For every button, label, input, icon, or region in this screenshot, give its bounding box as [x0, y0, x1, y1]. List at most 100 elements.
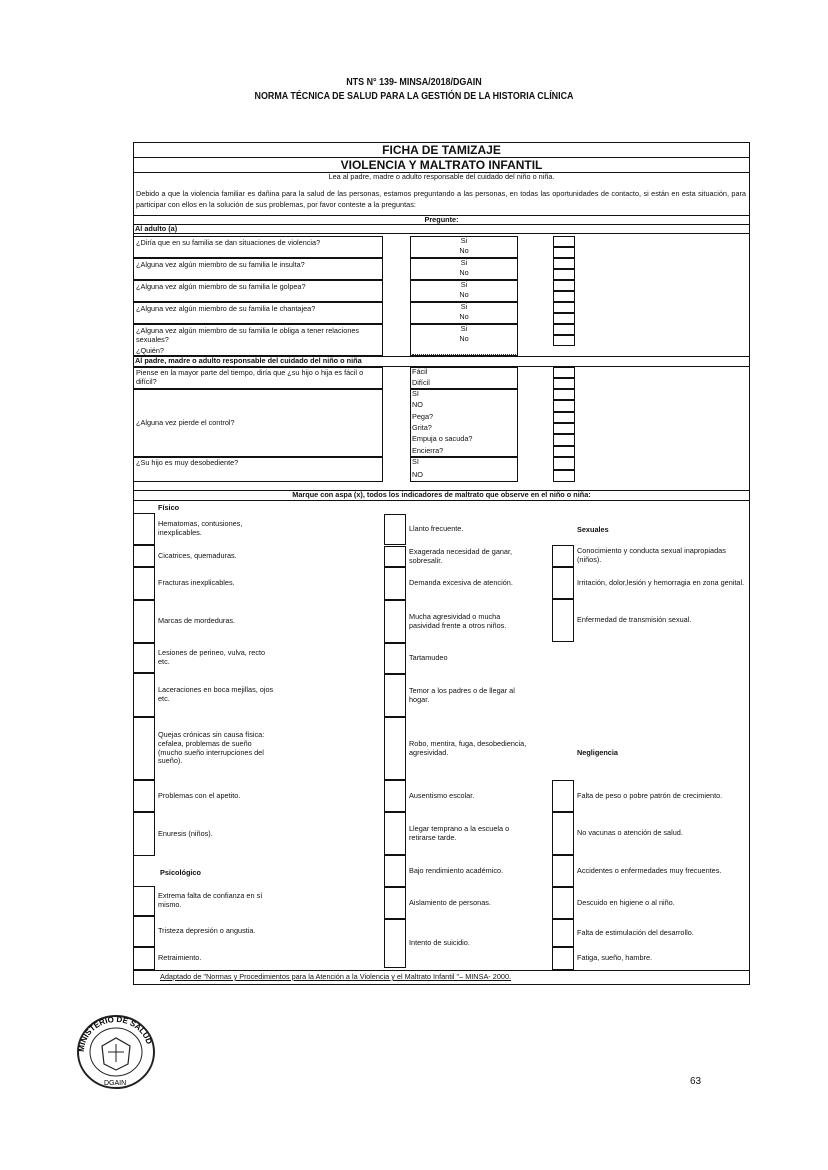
indicator-label: Mucha agresividad o mucha pasividad fren…: [409, 611, 507, 630]
indicator-label: Extrema falta de confianza en sí mismo.: [158, 891, 263, 909]
indicator-label: Ausentismo escolar.: [409, 790, 475, 800]
question-text: Piense en la mayor parte del tiempo, dir…: [136, 368, 364, 386]
ask-label: Pregunte:: [424, 215, 459, 224]
indicator-label: Descuido en higiene o al niño.: [577, 897, 675, 907]
indicator-label: Falta de estimulación del desarrollo.: [577, 927, 694, 937]
indicator-checkbox[interactable]: [133, 513, 155, 545]
answer-checkbox[interactable]: [553, 389, 575, 401]
question-cell: [133, 367, 383, 389]
indicator-checkbox[interactable]: [384, 919, 406, 968]
indicator-label: Quejas crónicas sin causa física: cefale…: [158, 730, 265, 766]
page-number: 63: [690, 1076, 702, 1087]
indicator-checkbox[interactable]: [133, 947, 155, 970]
answer-checkbox[interactable]: [553, 411, 575, 423]
answer-checkbox[interactable]: [553, 236, 575, 247]
answer-checkbox[interactable]: [553, 445, 575, 457]
indicator-checkbox[interactable]: [384, 600, 406, 643]
answer-cell: [410, 236, 518, 258]
who-input[interactable]: [412, 348, 516, 355]
indicator-checkbox[interactable]: [384, 812, 406, 855]
indicator-checkbox[interactable]: [384, 546, 406, 567]
answer-cell: [410, 324, 518, 356]
question-text: ¿Alguna vez algún miembro de su familia …: [136, 304, 316, 313]
indicator-label: Temor a los padres o de llegar al hogar.: [409, 685, 515, 704]
indicator-checkbox[interactable]: [133, 886, 155, 916]
indicator-label: Aislamiento de personas.: [409, 897, 491, 907]
indicator-checkbox[interactable]: [133, 673, 155, 717]
answer-cell: [410, 258, 518, 280]
answer-checkbox[interactable]: [553, 434, 575, 446]
answer-option: Si: [460, 258, 468, 267]
answer-checkbox[interactable]: [553, 469, 575, 482]
indicator-label: Hematomas, contusiones, inexplicables.: [158, 519, 243, 537]
ministry-seal-stamp: MINISTERIO DE SALUD DGAIN: [77, 1015, 155, 1089]
indicator-checkbox[interactable]: [384, 514, 406, 545]
indicator-checkbox[interactable]: [552, 812, 574, 855]
indicator-label: Accidentes o enfermedades muy frecuentes…: [577, 865, 722, 875]
question-cell: [133, 236, 383, 258]
question-text: ¿Su hijo es muy desobediente?: [136, 458, 239, 467]
answer-option: Difícil: [412, 378, 430, 387]
indicator-checkbox[interactable]: [384, 674, 406, 717]
indicator-checkbox[interactable]: [552, 855, 574, 887]
answer-checkbox[interactable]: [553, 313, 575, 324]
indicator-checkbox[interactable]: [384, 855, 406, 887]
answer-cell: [410, 457, 518, 482]
answer-option: Si: [460, 280, 468, 289]
indicator-label: Intento de suicidio.: [409, 938, 470, 948]
indicator-checkbox[interactable]: [552, 599, 574, 642]
indicator-checkbox[interactable]: [552, 947, 574, 970]
indicator-label: Lesiones de perineo, vulva, recto etc.: [158, 648, 266, 666]
question-cell: [133, 457, 383, 482]
indicator-checkbox[interactable]: [384, 780, 406, 812]
indicator-checkbox[interactable]: [552, 887, 574, 919]
label-psicologico: Psicológico: [160, 868, 201, 877]
question-text: ¿Alguna vez algún miembro de su familia …: [136, 260, 305, 269]
answer-option: SI: [412, 457, 419, 466]
answer-checkbox[interactable]: [553, 367, 575, 378]
answer-option: NO: [412, 400, 423, 410]
answer-option: Si: [460, 324, 468, 333]
indicator-checkbox[interactable]: [384, 643, 406, 674]
answer-checkbox[interactable]: [553, 302, 575, 313]
indicator-checkbox[interactable]: [133, 545, 155, 567]
answer-checkbox[interactable]: [553, 423, 575, 435]
indicator-checkbox[interactable]: [384, 567, 406, 600]
svg-text:MINISTERIO DE SALUD: MINISTERIO DE SALUD: [77, 1015, 154, 1052]
answer-checkbox[interactable]: [553, 324, 575, 335]
indicator-checkbox[interactable]: [133, 600, 155, 643]
indicator-label: Robo, mentira, fuga, desobediencia, agre…: [409, 738, 527, 757]
indicator-checkbox[interactable]: [552, 567, 574, 599]
answer-checkbox[interactable]: [553, 269, 575, 280]
answer-checkbox[interactable]: [553, 258, 575, 269]
answer-checkbox[interactable]: [553, 378, 575, 389]
indicator-checkbox[interactable]: [384, 717, 406, 780]
answer-checkbox[interactable]: [553, 335, 575, 346]
answer-option: No: [459, 290, 469, 299]
answer-checkbox[interactable]: [553, 400, 575, 412]
answer-checkbox[interactable]: [553, 291, 575, 302]
indicator-checkbox[interactable]: [133, 717, 155, 780]
indicator-checkbox[interactable]: [133, 780, 155, 812]
indicator-label: Demanda excesiva de atención.: [409, 578, 513, 588]
indicator-checkbox[interactable]: [384, 887, 406, 919]
indicator-checkbox[interactable]: [552, 780, 574, 812]
indicator-checkbox[interactable]: [133, 916, 155, 947]
indicator-checkbox[interactable]: [133, 812, 155, 856]
indicator-checkbox[interactable]: [552, 919, 574, 947]
answer-option: No: [459, 334, 469, 343]
indicator-checkbox[interactable]: [133, 643, 155, 673]
answer-cell: [410, 367, 518, 389]
indicator-checkbox[interactable]: [552, 545, 574, 567]
answer-checkbox[interactable]: [553, 457, 575, 470]
question-cell: [133, 389, 383, 457]
answer-option: Encierra?: [412, 445, 444, 455]
indicator-label: Cicatrices, quemaduras.: [158, 550, 237, 560]
adult-section-heading: Al adulto (a): [135, 224, 178, 233]
answer-option: Si: [460, 236, 468, 245]
indicator-label: Llegar temprano a la escuela o retirarse…: [409, 823, 510, 842]
answer-checkbox[interactable]: [553, 247, 575, 258]
answer-checkbox[interactable]: [553, 280, 575, 291]
indicator-checkbox[interactable]: [133, 567, 155, 600]
question-text: ¿Alguna vez algún miembro de su familia …: [136, 326, 360, 344]
